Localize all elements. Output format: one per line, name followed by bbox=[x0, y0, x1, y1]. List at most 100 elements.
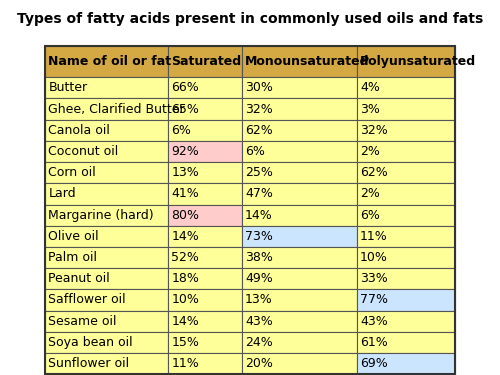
Text: 3%: 3% bbox=[360, 102, 380, 116]
Text: 52%: 52% bbox=[172, 251, 199, 264]
Bar bbox=[356, 290, 455, 310]
Text: 62%: 62% bbox=[245, 124, 273, 137]
Bar bbox=[45, 77, 168, 99]
Text: 32%: 32% bbox=[245, 102, 273, 116]
Bar bbox=[242, 77, 356, 99]
Text: Ghee, Clarified Butter: Ghee, Clarified Butter bbox=[48, 102, 185, 116]
Bar bbox=[45, 46, 455, 374]
Bar bbox=[45, 226, 168, 247]
Bar bbox=[356, 99, 455, 120]
Text: 14%: 14% bbox=[172, 315, 199, 328]
Text: 43%: 43% bbox=[245, 315, 273, 328]
Text: Name of oil or fat: Name of oil or fat bbox=[48, 55, 172, 68]
Bar bbox=[242, 162, 356, 183]
Text: 41%: 41% bbox=[172, 188, 199, 200]
Text: 32%: 32% bbox=[360, 124, 388, 137]
Text: 30%: 30% bbox=[245, 81, 273, 94]
Text: 25%: 25% bbox=[245, 166, 273, 179]
Bar bbox=[356, 353, 455, 374]
Text: Peanut oil: Peanut oil bbox=[48, 272, 110, 285]
Text: 77%: 77% bbox=[360, 294, 388, 306]
Text: 49%: 49% bbox=[245, 272, 273, 285]
Bar bbox=[45, 99, 168, 120]
Text: 80%: 80% bbox=[172, 209, 200, 222]
Bar bbox=[45, 310, 168, 332]
Text: Butter: Butter bbox=[48, 81, 88, 94]
Text: 6%: 6% bbox=[245, 145, 265, 158]
Bar bbox=[45, 247, 168, 268]
Text: 11%: 11% bbox=[360, 230, 388, 243]
Bar bbox=[242, 183, 356, 204]
Text: 65%: 65% bbox=[172, 102, 199, 116]
Bar bbox=[168, 204, 242, 226]
Text: 11%: 11% bbox=[172, 357, 199, 370]
Bar bbox=[356, 226, 455, 247]
Bar bbox=[168, 46, 242, 77]
Bar bbox=[168, 141, 242, 162]
Bar bbox=[168, 247, 242, 268]
Text: 47%: 47% bbox=[245, 188, 273, 200]
Bar bbox=[242, 332, 356, 353]
Text: 92%: 92% bbox=[172, 145, 199, 158]
Bar bbox=[168, 183, 242, 204]
Bar bbox=[242, 99, 356, 120]
Text: 6%: 6% bbox=[360, 209, 380, 222]
Bar bbox=[356, 310, 455, 332]
Bar bbox=[168, 226, 242, 247]
Bar bbox=[45, 353, 168, 374]
Text: 15%: 15% bbox=[172, 336, 199, 349]
Text: Corn oil: Corn oil bbox=[48, 166, 96, 179]
Text: Lard: Lard bbox=[48, 188, 76, 200]
Text: Palm oil: Palm oil bbox=[48, 251, 98, 264]
Text: 6%: 6% bbox=[172, 124, 191, 137]
Bar bbox=[45, 290, 168, 310]
Text: Saturated: Saturated bbox=[172, 55, 242, 68]
Bar bbox=[356, 77, 455, 99]
Bar bbox=[242, 46, 356, 77]
Text: 20%: 20% bbox=[245, 357, 273, 370]
Bar bbox=[168, 268, 242, 290]
Text: 38%: 38% bbox=[245, 251, 273, 264]
Bar bbox=[45, 332, 168, 353]
Text: Canola oil: Canola oil bbox=[48, 124, 110, 137]
Bar bbox=[45, 162, 168, 183]
Text: Polyunsaturated: Polyunsaturated bbox=[360, 55, 476, 68]
Text: 61%: 61% bbox=[360, 336, 388, 349]
Text: 33%: 33% bbox=[360, 272, 388, 285]
Bar bbox=[168, 120, 242, 141]
Bar bbox=[356, 204, 455, 226]
Text: 14%: 14% bbox=[245, 209, 273, 222]
Bar bbox=[356, 162, 455, 183]
Text: 62%: 62% bbox=[360, 166, 388, 179]
Text: Coconut oil: Coconut oil bbox=[48, 145, 118, 158]
Bar bbox=[242, 226, 356, 247]
Text: Soya bean oil: Soya bean oil bbox=[48, 336, 133, 349]
Bar bbox=[356, 46, 455, 77]
Bar bbox=[45, 46, 168, 77]
Text: 13%: 13% bbox=[172, 166, 199, 179]
Text: 69%: 69% bbox=[360, 357, 388, 370]
Text: 10%: 10% bbox=[360, 251, 388, 264]
Bar bbox=[45, 204, 168, 226]
Bar bbox=[168, 290, 242, 310]
Bar bbox=[242, 120, 356, 141]
Text: 2%: 2% bbox=[360, 145, 380, 158]
Bar bbox=[168, 99, 242, 120]
Text: Sunflower oil: Sunflower oil bbox=[48, 357, 130, 370]
Bar bbox=[356, 141, 455, 162]
Bar bbox=[242, 353, 356, 374]
Text: Sesame oil: Sesame oil bbox=[48, 315, 117, 328]
Text: Margarine (hard): Margarine (hard) bbox=[48, 209, 154, 222]
Text: 14%: 14% bbox=[172, 230, 199, 243]
Text: Olive oil: Olive oil bbox=[48, 230, 99, 243]
Bar bbox=[242, 247, 356, 268]
Bar bbox=[45, 120, 168, 141]
Bar bbox=[45, 141, 168, 162]
Bar bbox=[356, 332, 455, 353]
Bar bbox=[242, 290, 356, 310]
Bar bbox=[168, 77, 242, 99]
Text: Types of fatty acids present in commonly used oils and fats: Types of fatty acids present in commonly… bbox=[17, 12, 483, 27]
Bar bbox=[242, 204, 356, 226]
Text: 10%: 10% bbox=[172, 294, 199, 306]
Bar bbox=[168, 332, 242, 353]
